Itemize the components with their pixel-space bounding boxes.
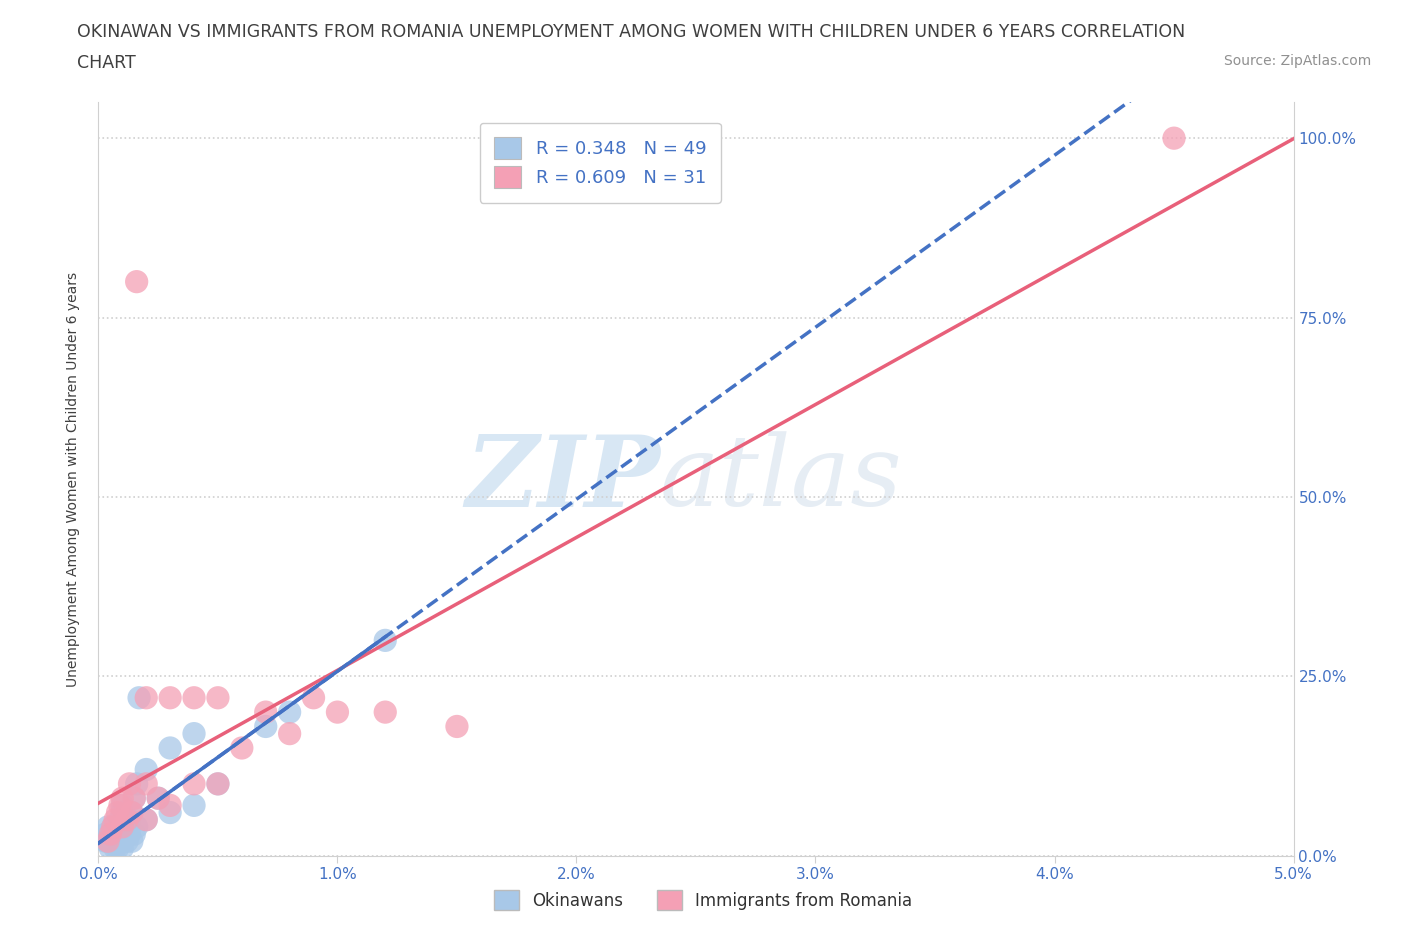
Point: [118, 827, 141, 842]
Point: [115, 834, 138, 849]
Point: [326, 705, 349, 720]
Point: [1163, 131, 1185, 146]
Point: [159, 798, 181, 813]
Point: [104, 834, 127, 849]
Point: [107, 834, 129, 849]
Point: [111, 834, 134, 849]
Point: [104, 827, 127, 842]
Point: [111, 819, 134, 834]
Text: atlas: atlas: [661, 432, 903, 526]
Point: [94, 827, 117, 842]
Point: [111, 798, 134, 813]
Point: [148, 790, 170, 805]
Point: [111, 841, 134, 856]
Point: [374, 633, 396, 648]
Point: [254, 705, 277, 720]
Point: [108, 827, 131, 842]
Y-axis label: Unemployment Among Women with Children Under 6 years: Unemployment Among Women with Children U…: [66, 272, 80, 686]
Point: [111, 805, 134, 820]
Point: [118, 777, 141, 791]
Point: [183, 777, 205, 791]
Point: [121, 805, 143, 820]
Point: [125, 777, 148, 791]
Point: [278, 726, 301, 741]
Point: [278, 705, 301, 720]
Point: [124, 827, 146, 842]
Text: Source: ZipAtlas.com: Source: ZipAtlas.com: [1223, 54, 1371, 68]
Point: [115, 819, 138, 834]
Point: [135, 690, 157, 705]
Text: ZIP: ZIP: [465, 431, 661, 527]
Point: [124, 790, 146, 805]
Point: [374, 705, 396, 720]
Point: [98, 827, 122, 842]
Point: [107, 819, 129, 834]
Point: [111, 790, 134, 805]
Point: [101, 819, 124, 834]
Point: [94, 834, 117, 849]
Point: [159, 805, 181, 820]
Point: [207, 777, 229, 791]
Point: [183, 690, 205, 705]
Point: [111, 812, 134, 827]
Point: [124, 790, 146, 805]
Point: [446, 719, 468, 734]
Point: [135, 812, 157, 827]
Point: [231, 740, 253, 755]
Point: [111, 819, 134, 834]
Point: [183, 726, 205, 741]
Point: [107, 805, 129, 820]
Point: [101, 819, 124, 834]
Point: [254, 719, 277, 734]
Text: CHART: CHART: [77, 54, 136, 72]
Point: [135, 762, 157, 777]
Point: [108, 812, 131, 827]
Point: [101, 834, 124, 849]
Point: [125, 274, 148, 289]
Point: [207, 690, 229, 705]
Text: OKINAWAN VS IMMIGRANTS FROM ROMANIA UNEMPLOYMENT AMONG WOMEN WITH CHILDREN UNDER: OKINAWAN VS IMMIGRANTS FROM ROMANIA UNEM…: [77, 23, 1185, 41]
Point: [121, 834, 143, 849]
Point: [108, 834, 131, 849]
Point: [115, 812, 138, 827]
Point: [98, 841, 122, 856]
Point: [121, 805, 143, 820]
Point: [104, 812, 127, 827]
Point: [98, 827, 122, 842]
Point: [107, 841, 129, 856]
Point: [148, 790, 170, 805]
Legend: R = 0.348   N = 49, R = 0.609   N = 31: R = 0.348 N = 49, R = 0.609 N = 31: [479, 123, 721, 203]
Point: [108, 798, 131, 813]
Point: [135, 812, 157, 827]
Legend: Okinawans, Immigrants from Romania: Okinawans, Immigrants from Romania: [488, 884, 918, 917]
Point: [98, 834, 122, 849]
Point: [135, 777, 157, 791]
Point: [159, 740, 181, 755]
Point: [302, 690, 325, 705]
Point: [111, 827, 134, 842]
Point: [118, 812, 141, 827]
Point: [111, 834, 134, 849]
Point: [97, 819, 120, 834]
Point: [159, 690, 181, 705]
Point: [183, 798, 205, 813]
Point: [107, 827, 129, 842]
Point: [97, 834, 120, 849]
Point: [128, 690, 150, 705]
Point: [97, 834, 120, 849]
Point: [104, 841, 127, 856]
Point: [207, 777, 229, 791]
Point: [125, 819, 148, 834]
